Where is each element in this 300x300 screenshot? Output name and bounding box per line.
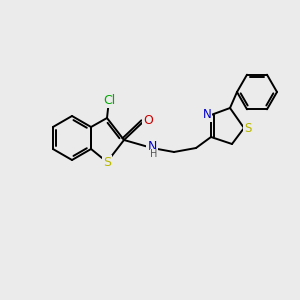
Text: S: S	[244, 122, 252, 136]
Text: N: N	[202, 109, 211, 122]
Text: S: S	[103, 155, 111, 169]
Text: Cl: Cl	[103, 94, 115, 106]
Text: N: N	[147, 140, 157, 152]
Text: H: H	[150, 149, 158, 159]
Text: O: O	[143, 113, 153, 127]
